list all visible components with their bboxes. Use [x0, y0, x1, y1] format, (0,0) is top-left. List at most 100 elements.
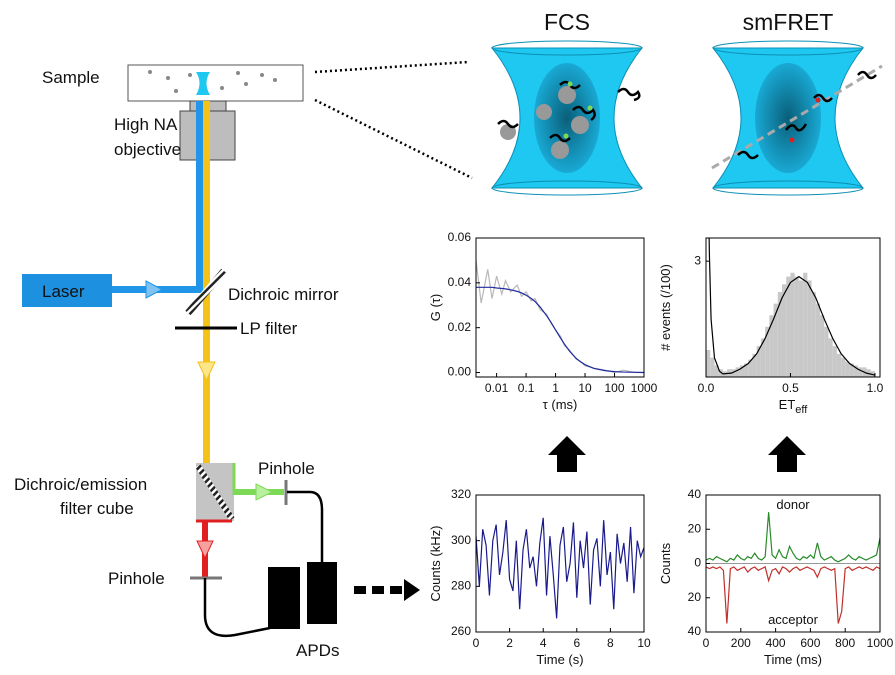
histogram-bar	[714, 365, 719, 377]
zoom-line	[314, 98, 473, 180]
histogram-bar	[773, 303, 778, 377]
smfret-cartoon: smFRET	[711, 9, 883, 196]
x-tick-label: 400	[766, 636, 786, 650]
histogram-bar	[790, 272, 795, 377]
x-tick-label: 10	[578, 381, 592, 395]
histogram-bar	[815, 303, 821, 377]
histogram-bar	[836, 353, 842, 377]
x-axis-label: τ (ms)	[543, 397, 578, 412]
cube-label: Dichroic/emission	[14, 475, 147, 494]
histogram-bar	[841, 357, 846, 377]
histogram-bar	[782, 284, 787, 377]
histogram-bar	[858, 367, 863, 377]
excitation-beam	[196, 101, 203, 292]
beam-arrow	[196, 540, 214, 560]
sample-label: Sample	[42, 68, 100, 87]
x-axis-label-subscript: eff	[795, 404, 808, 416]
histogram-bar	[853, 365, 859, 377]
histogram-bar	[845, 361, 850, 377]
volume-edge	[712, 180, 864, 196]
x-tick-label: 1000	[631, 381, 658, 395]
data-line	[706, 512, 880, 563]
x-tick-label: 0.01	[485, 381, 509, 395]
histogram-bar	[794, 276, 799, 377]
x-tick-label: 600	[800, 636, 820, 650]
dyes	[789, 97, 821, 143]
beam-arrow	[255, 483, 274, 501]
histogram-bar	[731, 369, 736, 377]
histogram-bar	[798, 280, 804, 377]
molecules	[500, 86, 589, 159]
y-tick-label: 0.04	[448, 275, 472, 289]
x-axis-label-text: τ (ms)	[543, 397, 578, 412]
x-axis-label-text: Time (ms)	[764, 652, 822, 667]
lp-filter-label: LP filter	[240, 319, 298, 338]
histogram-bar	[824, 326, 829, 377]
y-tick-label: 320	[451, 487, 471, 501]
y-tick-label: 40	[688, 624, 702, 638]
series-label: acceptor	[768, 612, 819, 627]
y-tick-label: 0	[694, 556, 701, 570]
histogram-bar	[735, 367, 740, 377]
x-tick-label: 100	[605, 381, 625, 395]
histogram-bar	[706, 349, 711, 377]
axes-frame	[475, 237, 645, 378]
fcs-cartoon: FCS	[490, 9, 644, 196]
dashed-arrow	[354, 579, 420, 601]
dichroic-mirror	[185, 268, 227, 316]
histogram-bar	[849, 363, 854, 377]
plot-area	[476, 260, 644, 374]
x-tick-label: 200	[731, 636, 751, 650]
x-tick-label: 0.0	[698, 381, 715, 395]
laser	[22, 274, 112, 307]
y-tick-label: 280	[451, 579, 471, 593]
histogram-bar	[739, 365, 745, 377]
volume-edge	[491, 180, 643, 196]
y-tick-label: 0.00	[448, 365, 472, 379]
y-tick-label: 300	[451, 533, 471, 547]
y-axis-label: G (τ)	[428, 294, 443, 322]
x-axis-label: ETeff	[779, 397, 809, 416]
pinhole-label: Pinhole	[258, 459, 315, 478]
fiber	[287, 490, 324, 562]
data-line	[708, 238, 876, 376]
data-line	[476, 286, 644, 374]
histogram-bar	[786, 276, 791, 377]
histogram-bar	[718, 369, 723, 377]
y-tick-label: 20	[688, 521, 702, 535]
x-tick-label: 1000	[867, 636, 894, 650]
histogram-bar	[765, 326, 770, 377]
histogram-bar	[811, 292, 816, 377]
histogram-bar	[832, 346, 837, 377]
mirror-label: Dichroic mirror	[228, 285, 339, 304]
dyes	[563, 81, 593, 139]
data-line	[706, 566, 880, 624]
process-arrows	[548, 436, 806, 472]
histogram-bar	[777, 292, 783, 377]
beam-arrow	[145, 280, 164, 299]
focal-spot	[196, 72, 210, 95]
smfret-title: smFRET	[743, 9, 834, 35]
cube-dichroic	[195, 464, 235, 521]
objective-label: High NA	[114, 115, 178, 134]
series-label: donor	[776, 497, 810, 512]
x-tick-label: 800	[835, 636, 855, 650]
x-axis-label: Time (s)	[536, 652, 583, 667]
x-axis-label-text: ET	[779, 397, 796, 412]
laser-label: Laser	[42, 282, 85, 301]
plot-area	[476, 517, 644, 619]
diffusion-path	[711, 64, 883, 170]
y-tick-label: 0.06	[448, 230, 472, 244]
apd	[268, 567, 300, 629]
beam-arrow	[197, 361, 216, 382]
axes-frame	[475, 494, 645, 633]
sample-molecules	[148, 70, 277, 93]
x-tick-label: 2	[506, 636, 513, 650]
zoom-line	[314, 60, 469, 74]
chart: 0.01 0.1 1 10 100 1000 0.00 0.02 0.04 0.06 τ (ms) G…	[428, 230, 658, 412]
histogram-bar	[769, 315, 774, 377]
data-line	[476, 517, 644, 619]
histogram-bar	[710, 357, 715, 377]
